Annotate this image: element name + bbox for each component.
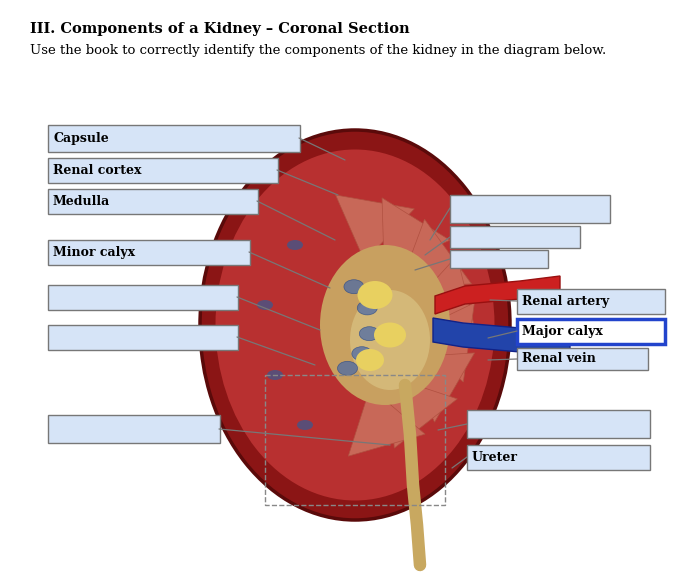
Bar: [48, 189, 258, 214]
Polygon shape: [400, 219, 472, 287]
Text: Renal vein: Renal vein: [522, 353, 596, 365]
Bar: [450, 226, 580, 248]
Bar: [48, 158, 278, 183]
Bar: [48, 325, 238, 350]
Polygon shape: [348, 387, 425, 456]
Text: Capsule: Capsule: [53, 132, 108, 145]
Ellipse shape: [216, 150, 494, 501]
Polygon shape: [389, 376, 457, 448]
Text: Major calyx: Major calyx: [522, 325, 603, 338]
Ellipse shape: [350, 290, 430, 390]
Polygon shape: [408, 256, 476, 334]
Bar: [48, 415, 220, 443]
Ellipse shape: [374, 322, 406, 347]
Ellipse shape: [257, 300, 273, 310]
Text: Ureter: Ureter: [472, 451, 518, 464]
Ellipse shape: [356, 349, 384, 371]
Text: Minor calyx: Minor calyx: [53, 246, 135, 259]
Bar: [450, 250, 548, 268]
Bar: [467, 445, 650, 470]
Text: Use the book to correctly identify the components of the kidney in the diagram b: Use the book to correctly identify the c…: [30, 44, 606, 57]
Ellipse shape: [352, 347, 372, 361]
Ellipse shape: [200, 130, 510, 520]
Text: Medulla: Medulla: [53, 195, 111, 208]
Polygon shape: [435, 276, 560, 314]
Bar: [48, 240, 250, 265]
Ellipse shape: [357, 301, 377, 315]
Bar: [48, 125, 300, 152]
Ellipse shape: [297, 420, 313, 430]
Polygon shape: [335, 195, 414, 261]
Bar: [517, 289, 665, 314]
Ellipse shape: [359, 327, 379, 340]
Text: Renal cortex: Renal cortex: [53, 164, 141, 177]
Bar: [517, 319, 665, 344]
Bar: [48, 285, 238, 310]
Polygon shape: [433, 318, 570, 355]
Bar: [467, 410, 650, 438]
Ellipse shape: [320, 245, 450, 405]
Bar: [450, 195, 610, 223]
Ellipse shape: [358, 281, 393, 309]
Polygon shape: [402, 353, 475, 422]
Ellipse shape: [344, 280, 364, 293]
Text: Renal artery: Renal artery: [522, 295, 609, 308]
Bar: [265, 375, 445, 505]
Text: III. Components of a Kidney – Coronal Section: III. Components of a Kidney – Coronal Se…: [30, 22, 409, 36]
Polygon shape: [410, 303, 475, 382]
Polygon shape: [382, 198, 450, 270]
Bar: [517, 348, 648, 370]
Ellipse shape: [267, 370, 283, 380]
Ellipse shape: [337, 361, 358, 375]
Ellipse shape: [287, 240, 303, 250]
